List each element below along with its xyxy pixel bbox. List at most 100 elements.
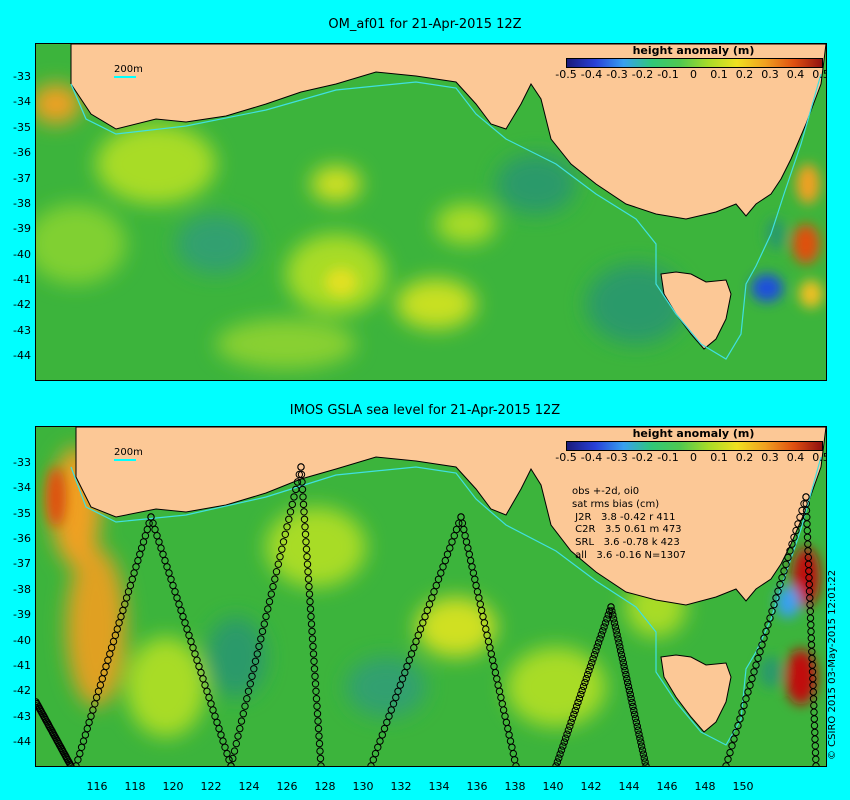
track-obs-circle (596, 635, 604, 643)
track-obs-circle (575, 694, 584, 703)
track-obs-circle (633, 722, 641, 730)
tasmania-land (660, 654, 732, 733)
track-obs-circle (637, 742, 646, 750)
track-obs-circle (611, 623, 620, 631)
track-obs-circle (369, 756, 377, 764)
track-obs-circle (307, 612, 315, 621)
track-obs-circle (258, 627, 267, 636)
track-obs-circle (443, 550, 452, 559)
bottom-colorbar-title: height anomaly (m) (632, 427, 755, 440)
lat-label: -43 (13, 324, 31, 337)
track-obs-circle (374, 743, 382, 751)
track-obs-circle (276, 553, 284, 561)
track-obs-circle (736, 715, 744, 723)
track-obs-circle (241, 702, 249, 710)
track-obs-circle (299, 493, 307, 501)
track-obs-circle (383, 718, 391, 727)
track-obs-circle (590, 651, 599, 659)
track-obs-circle (581, 678, 589, 687)
isobath-200m (70, 73, 822, 360)
track-obs-circle (782, 560, 790, 569)
colorbar-tick: 0 (690, 451, 697, 464)
lon-label: 130 (352, 780, 374, 793)
lat-label: -35 (13, 121, 31, 134)
lat-label: -38 (13, 197, 31, 210)
track-obs-circle (760, 634, 768, 642)
lon-label: 136 (466, 780, 488, 793)
track-obs-circle (236, 724, 244, 733)
lat-label: -43 (13, 710, 31, 723)
track-obs-circle (304, 568, 312, 576)
track-obs-circle (734, 721, 742, 730)
track-obs-circle (430, 588, 438, 596)
track-obs-circle (766, 614, 774, 622)
track-obs-circle (586, 662, 595, 671)
track-obs-circle (619, 659, 627, 667)
track-obs-circle (283, 523, 291, 531)
track-obs-circle (387, 706, 395, 714)
east-coast-eddies (325, 164, 823, 308)
colorbar-tick: -0.5 (555, 68, 577, 81)
track-obs-circle (313, 702, 321, 710)
track-obs-circle (628, 698, 636, 707)
bottom-map-canvas (36, 427, 826, 766)
track-obs-circle (310, 665, 319, 673)
track-obs-circle (394, 687, 402, 695)
track-obs-circle (638, 746, 647, 754)
track-obs-circle (306, 605, 315, 613)
track-obs-circle (250, 665, 258, 673)
track-obs-circle (412, 637, 420, 646)
track-obs-circle (389, 700, 398, 708)
track-obs-circle (632, 718, 641, 726)
track-obs-circle (754, 654, 762, 663)
track-obs-circle (290, 493, 298, 501)
track-obs-circle (579, 682, 588, 691)
track-obs-circle (298, 478, 306, 486)
track-obs-circle (568, 714, 577, 722)
australia-land (70, 44, 826, 220)
track-obs-circle (636, 734, 644, 742)
track-obs-circle (308, 627, 316, 636)
track-obs-circle (302, 538, 310, 546)
track-obs-circle (239, 710, 248, 718)
lat-label: -41 (13, 659, 31, 672)
track-obs-circle (768, 607, 776, 616)
track-obs-circle (630, 710, 639, 718)
track-obs-circle (798, 506, 806, 515)
track-obs-circle (610, 619, 619, 627)
track-obs-circle (574, 698, 582, 707)
copyright-credit: © CSIRO 2015 03-May-2015 12:01:22 (827, 569, 838, 760)
track-obs-circle (578, 686, 586, 695)
colorbar-tick: 0.4 (786, 451, 805, 464)
track-obs-circle (437, 569, 445, 577)
track-obs-circle (764, 621, 772, 629)
top-colorbar-title: height anomaly (m) (632, 44, 755, 57)
isobath-legend-line (114, 76, 136, 78)
track-obs-circle (293, 478, 302, 486)
track-obs-circle (593, 643, 601, 651)
top-colorbar-strip (566, 58, 823, 68)
track-obs-circle (629, 702, 637, 711)
track-obs-circle (582, 674, 590, 683)
track-obs-circle (288, 500, 296, 509)
track-obs-circle (623, 674, 631, 683)
track-obs-circle (278, 545, 286, 553)
track-obs-circle (609, 611, 617, 619)
track-obs-circle (553, 758, 562, 766)
track-obs-circle (303, 553, 311, 561)
track-obs-circle (300, 515, 309, 524)
track-obs-circle (784, 553, 792, 562)
track-obs-circle (421, 612, 429, 621)
track-obs-circle (730, 735, 738, 743)
track-obs-circle (555, 754, 563, 762)
track-obs-circle (786, 547, 794, 555)
track-obs-circle (310, 657, 318, 666)
track-obs-circle (267, 590, 276, 598)
track-obs-circle (561, 734, 570, 742)
top-map-canvas (36, 44, 826, 380)
satellite-stats: obs +-2d, oi0 sat rms bias (cm) J2R 3.8 … (572, 486, 686, 561)
track-obs-circle (255, 642, 263, 651)
colorbar-tick: -0.3 (606, 68, 628, 81)
colorbar-tick: -0.2 (631, 451, 654, 464)
lat-label: -39 (13, 222, 31, 235)
